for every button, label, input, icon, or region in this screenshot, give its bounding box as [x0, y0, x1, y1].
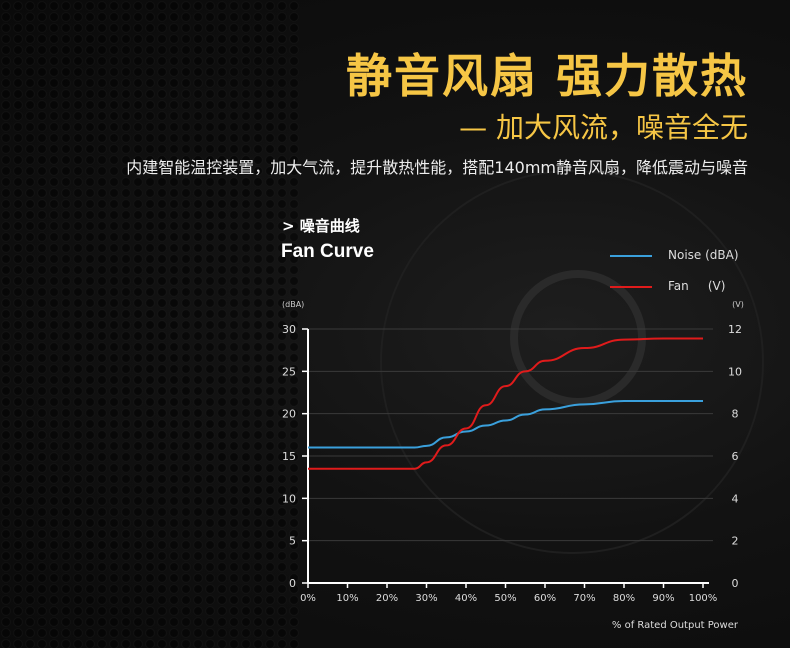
fan-line [308, 337, 704, 470]
subheadline: — 加大风流，噪音全无 [459, 111, 748, 144]
y2-tick-label: 2 [732, 535, 739, 548]
legend-noise: Noise (dBA) [610, 248, 739, 262]
x-tick-label: 80% [613, 593, 635, 604]
y-tick-label: 15 [282, 450, 296, 463]
x-tick-label: 90% [652, 593, 674, 604]
y2-tick-label: 0 [732, 577, 739, 590]
legend-label: Fan (V) [668, 279, 726, 293]
headline: 静音风扇 强力散热 [345, 49, 748, 103]
y2-axis-unit: (V) [732, 300, 744, 309]
y2-tick-label: 8 [732, 408, 739, 421]
legend-label: Noise (dBA) [668, 248, 739, 262]
x-tick-label: 100% [689, 593, 718, 604]
x-tick-label: 0% [300, 593, 316, 604]
y-tick-label: 20 [282, 408, 296, 421]
x-tick-label: 60% [534, 593, 556, 604]
chart-title: Fan Curve [281, 241, 374, 262]
x-tick-label: 20% [376, 593, 398, 604]
noise-line [308, 399, 703, 449]
x-tick-label: 70% [573, 593, 595, 604]
legend-swatch [610, 286, 652, 288]
x-tick-label: 10% [336, 593, 358, 604]
fan-decoration [380, 170, 764, 554]
description: 内建智能温控装置，加大气流，提升散热性能，搭配140mm静音风扇，降低震动与噪音 [126, 158, 748, 177]
x-axis-label: % of Rated Output Power [611, 620, 738, 631]
x-tick-label: 50% [494, 593, 516, 604]
y-tick-label: 10 [282, 492, 296, 505]
y2-tick-label: 6 [732, 450, 739, 463]
y-tick-label: 0 [289, 577, 296, 590]
y-tick-label: 25 [282, 365, 296, 378]
y-axis-unit: (dBA) [282, 300, 304, 309]
y2-tick-label: 12 [728, 323, 742, 336]
logo-decoration [510, 270, 646, 406]
legend-swatch [610, 255, 652, 257]
y2-tick-label: 10 [728, 365, 742, 378]
y-tick-label: 30 [282, 323, 296, 336]
chart-title-cn: > 噪音曲线 [282, 217, 360, 235]
x-tick-label: 40% [455, 593, 477, 604]
y-tick-label: 5 [289, 535, 296, 548]
legend-fan: Fan (V) [610, 279, 726, 293]
background-pattern [0, 0, 300, 648]
y2-tick-label: 4 [732, 492, 739, 505]
x-tick-label: 30% [415, 593, 437, 604]
